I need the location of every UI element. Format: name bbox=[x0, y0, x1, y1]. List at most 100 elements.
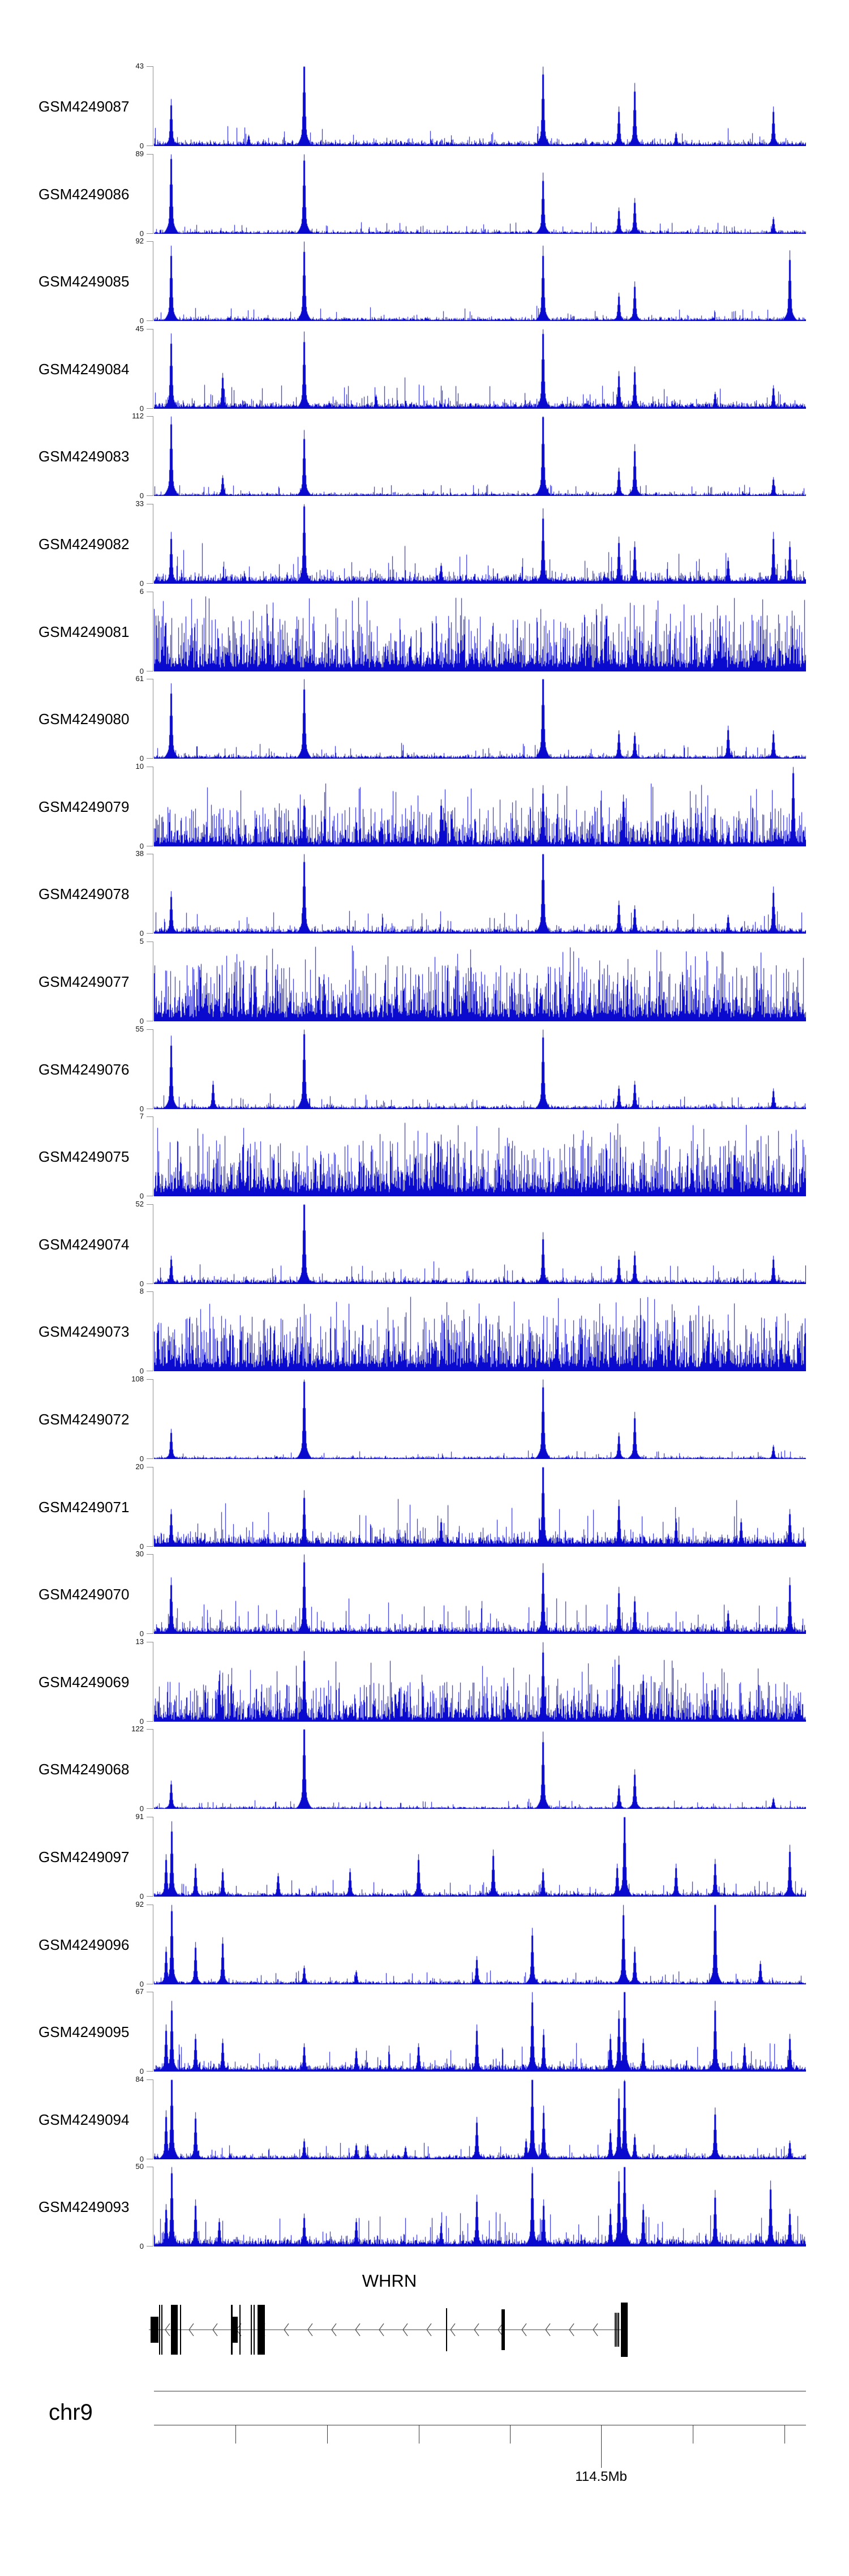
exon-block bbox=[231, 2305, 233, 2355]
yaxis-zero-label: 0 bbox=[139, 842, 144, 850]
yaxis-max-label: 33 bbox=[135, 499, 144, 508]
exon-block bbox=[618, 2313, 619, 2347]
track-row: GSM4249073 8 0 bbox=[0, 1287, 849, 1375]
yaxis-bottom-tick bbox=[147, 758, 153, 759]
track-label: GSM4249083 bbox=[38, 447, 130, 465]
track-row: GSM4249074 52 0 bbox=[0, 1200, 849, 1288]
track-row: GSM4249083 112 0 bbox=[0, 412, 849, 500]
track-label: GSM4249085 bbox=[38, 272, 130, 290]
exon-block bbox=[446, 2308, 447, 2351]
signal-plot bbox=[154, 1554, 806, 1634]
yaxis-zero-label: 0 bbox=[139, 1804, 144, 1813]
track-row: GSM4249071 20 0 bbox=[0, 1463, 849, 1551]
track-label: GSM4249079 bbox=[38, 798, 130, 815]
yaxis-zero-label: 0 bbox=[139, 1017, 144, 1025]
exon-block bbox=[233, 2317, 238, 2343]
yaxis-zero-label: 0 bbox=[139, 2155, 144, 2163]
track-row: GSM4249075 7 0 bbox=[0, 1112, 849, 1200]
signal-plot bbox=[154, 329, 806, 409]
yaxis-top-tick bbox=[147, 1291, 153, 1292]
yaxis-max-label: 30 bbox=[135, 1550, 144, 1558]
gene-model-track bbox=[149, 2303, 628, 2357]
signal-plot bbox=[154, 1992, 806, 2072]
yaxis-max-label: 91 bbox=[135, 1812, 144, 1821]
track-label: GSM4249068 bbox=[38, 1760, 130, 1778]
signal-plot bbox=[154, 767, 806, 846]
track-row: GSM4249068 122 0 bbox=[0, 1725, 849, 1813]
yaxis-top-tick bbox=[147, 241, 153, 242]
exon-block bbox=[161, 2305, 162, 2355]
exon-block bbox=[159, 2305, 160, 2355]
yaxis-bottom-tick bbox=[147, 583, 153, 584]
track-row: GSM4249079 10 0 bbox=[0, 763, 849, 850]
yaxis-max-label: 38 bbox=[135, 849, 144, 858]
yaxis-zero-label: 0 bbox=[139, 1629, 144, 1638]
signal-plot bbox=[154, 504, 806, 584]
yaxis-bottom-tick bbox=[147, 320, 153, 321]
track-row: GSM4249070 30 0 bbox=[0, 1550, 849, 1638]
signal-plot bbox=[154, 154, 806, 234]
gene-name-label: WHRN bbox=[362, 2271, 417, 2291]
yaxis-zero-label: 0 bbox=[139, 2067, 144, 2076]
exon-block bbox=[239, 2305, 241, 2355]
yaxis-max-label: 122 bbox=[131, 1725, 144, 1733]
strand-direction-arrow-icon bbox=[212, 2323, 218, 2337]
track-row: GSM4249097 91 0 bbox=[0, 1813, 849, 1901]
yaxis-top-tick bbox=[147, 1554, 153, 1555]
exon-block bbox=[616, 2313, 618, 2347]
axis-position-label: 114.5Mb bbox=[575, 2469, 627, 2484]
signal-plot bbox=[154, 1467, 806, 1547]
signal-plot bbox=[154, 592, 806, 671]
yaxis-bottom-tick bbox=[147, 1633, 153, 1634]
yaxis-max-label: 52 bbox=[135, 1200, 144, 1208]
yaxis-top-tick bbox=[147, 2079, 153, 2080]
track-row: GSM4249093 50 0 bbox=[0, 2163, 849, 2250]
yaxis-zero-label: 0 bbox=[139, 404, 144, 413]
track-label: GSM4249094 bbox=[38, 2111, 130, 2128]
yaxis-max-label: 5 bbox=[139, 937, 144, 945]
track-row: GSM4249087 43 0 bbox=[0, 62, 849, 150]
yaxis-max-label: 50 bbox=[135, 2162, 144, 2171]
track-row: GSM4249084 45 0 bbox=[0, 325, 849, 413]
yaxis-bottom-tick bbox=[147, 1721, 153, 1722]
yaxis-zero-label: 0 bbox=[139, 1717, 144, 1726]
yaxis-zero-label: 0 bbox=[139, 229, 144, 238]
signal-plot bbox=[154, 1817, 806, 1897]
yaxis-zero-label: 0 bbox=[139, 929, 144, 938]
strand-direction-arrow-icon bbox=[450, 2323, 456, 2337]
strand-direction-arrow-icon bbox=[307, 2323, 313, 2337]
track-label: GSM4249087 bbox=[38, 97, 130, 115]
track-label: GSM4249081 bbox=[38, 623, 130, 640]
yaxis-zero-label: 0 bbox=[139, 1367, 144, 1375]
track-label: GSM4249076 bbox=[38, 1060, 130, 1078]
yaxis-bottom-tick bbox=[147, 1808, 153, 1809]
yaxis-zero-label: 0 bbox=[139, 1892, 144, 1901]
yaxis-zero-label: 0 bbox=[139, 142, 144, 150]
yaxis-zero-label: 0 bbox=[139, 1280, 144, 1288]
yaxis-max-label: 13 bbox=[135, 1637, 144, 1646]
strand-direction-arrow-icon bbox=[545, 2323, 551, 2337]
signal-plot bbox=[154, 1029, 806, 1109]
signal-plot bbox=[154, 1291, 806, 1371]
yaxis-top-tick bbox=[147, 1029, 153, 1030]
yaxis-max-label: 45 bbox=[135, 324, 144, 333]
yaxis-max-label: 89 bbox=[135, 149, 144, 158]
yaxis-top-tick bbox=[147, 1729, 153, 1730]
yaxis-zero-label: 0 bbox=[139, 316, 144, 325]
yaxis-max-label: 92 bbox=[135, 1900, 144, 1909]
signal-plot bbox=[154, 1116, 806, 1196]
exon-block bbox=[254, 2305, 255, 2355]
track-label: GSM4249073 bbox=[38, 1323, 130, 1340]
track-label: GSM4249070 bbox=[38, 1585, 130, 1603]
yaxis-zero-label: 0 bbox=[139, 1980, 144, 1988]
exon-block bbox=[180, 2305, 181, 2355]
strand-direction-arrow-icon bbox=[474, 2323, 479, 2337]
track-row: GSM4249095 67 0 bbox=[0, 1988, 849, 2076]
yaxis-max-label: 43 bbox=[135, 62, 144, 70]
chromosome-label: chr9 bbox=[49, 2400, 93, 2425]
yaxis-zero-label: 0 bbox=[139, 1454, 144, 1463]
signal-plot bbox=[154, 1204, 806, 1284]
track-row: GSM4249077 5 0 bbox=[0, 938, 849, 1025]
signal-plot bbox=[154, 2167, 806, 2246]
